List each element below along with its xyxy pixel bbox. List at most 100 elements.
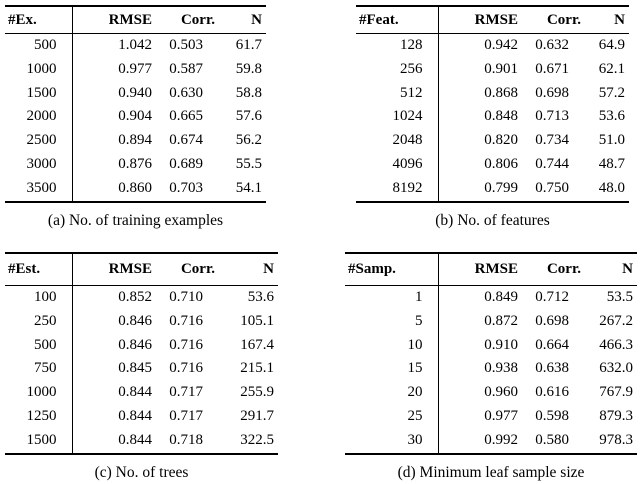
table-cell: 0.716	[169, 360, 203, 377]
table-row: 750 0.845 0.716 215.1	[5, 357, 278, 382]
table-row: 4096 0.806 0.744 48.7	[356, 152, 629, 177]
column-header: N	[215, 253, 278, 286]
column-header: #Feat.	[356, 6, 439, 34]
results-table-a: #Ex. RMSE Corr. N 500 1.042 0.503 61.7 1000 0.977…	[5, 5, 266, 203]
table-cell: 10	[345, 333, 439, 358]
table-cell: 879.3	[599, 407, 633, 424]
table-cell: 51.0	[598, 132, 625, 149]
table-caption-c: (c) No. of trees	[94, 463, 189, 481]
table-cell: 54.1	[235, 179, 262, 196]
table-cell: 0.799	[484, 179, 518, 196]
table-row: 20 0.960 0.616 767.9	[345, 381, 637, 405]
header-row: #Feat. RMSE Corr. N	[356, 6, 629, 34]
header-row: #Samp. RMSE Corr. N	[345, 253, 637, 286]
table-cell: 0.689	[169, 155, 203, 172]
table-cell: 105.1	[240, 312, 274, 329]
subtable-features: #Feat. RMSE Corr. N 128 0.942 0.632 64.9 256 0.90…	[356, 5, 629, 230]
column-header: N	[215, 6, 266, 34]
table-cell: 0.665	[169, 108, 203, 125]
table-cell: 0.580	[535, 431, 569, 448]
table-cell: 0.598	[535, 407, 569, 424]
subtable-leaf-sample-size: #Samp. RMSE Corr. N 1 0.849 0.712 53.5 5 0.872 0.6…	[345, 252, 637, 482]
table-cell: 3000	[5, 152, 73, 177]
table-cell: 512	[356, 81, 439, 106]
table-cell: 15	[345, 357, 439, 382]
table-cell: 0.717	[169, 384, 203, 401]
table-row: 1500 0.940 0.630 58.8	[5, 81, 266, 106]
column-header: N	[581, 253, 637, 286]
table-row: 1 0.849 0.712 53.5	[345, 285, 637, 310]
table-cell: 0.716	[169, 312, 203, 329]
table-cell: 55.5	[235, 155, 262, 172]
table-cell: 0.587	[169, 60, 203, 77]
table-cell: 57.6	[235, 108, 262, 125]
table-row: 3000 0.876 0.689 55.5	[5, 152, 266, 177]
table-cell: 0.848	[484, 108, 518, 125]
table-cell: 167.4	[240, 336, 274, 353]
results-table-d: #Samp. RMSE Corr. N 1 0.849 0.712 53.5 5 0.872 0.6…	[345, 252, 637, 455]
table-cell: 1024	[356, 105, 439, 130]
table-cell: 48.0	[598, 179, 625, 196]
table-cell: 0.844	[118, 384, 152, 401]
table-cell: 291.7	[240, 407, 274, 424]
table-cell: 1.042	[118, 37, 152, 53]
table-cell: 20	[345, 381, 439, 405]
column-header: N	[581, 6, 629, 34]
table-cell: 57.2	[598, 84, 625, 101]
table-row: 1000 0.977 0.587 59.8	[5, 57, 266, 82]
table-cell: 0.977	[484, 407, 518, 424]
table-row: 500 1.042 0.503 61.7	[5, 33, 266, 58]
column-header: #Est.	[5, 253, 73, 286]
table-cell: 500	[5, 33, 73, 58]
table-cell: 500	[5, 333, 73, 358]
table-cell: 0.630	[169, 84, 203, 101]
table-cell: 4096	[356, 152, 439, 177]
table-cell: 0.671	[535, 60, 569, 77]
table-cell: 0.872	[484, 312, 518, 329]
table-cell: 0.744	[535, 155, 569, 172]
table-cell: 58.8	[235, 84, 262, 101]
table-row: 512 0.868 0.698 57.2	[356, 81, 629, 106]
table-cell: 256	[356, 57, 439, 82]
table-row: 1250 0.844 0.717 291.7	[5, 404, 278, 429]
results-table-c: #Est. RMSE Corr. N 100 0.852 0.710 53.6 250 0.846…	[5, 252, 278, 455]
table-cell: 0.750	[535, 179, 569, 196]
table-cell: 3500	[5, 176, 73, 202]
table-cell: 8192	[356, 176, 439, 202]
table-cell: 0.904	[118, 108, 152, 125]
table-row: 256 0.901 0.671 62.1	[356, 57, 629, 82]
table-cell: 0.806	[484, 155, 518, 172]
table-cell: 0.712	[535, 289, 569, 305]
table-row: 1000 0.844 0.717 255.9	[5, 381, 278, 405]
table-cell: 0.632	[535, 37, 569, 53]
table-cell: 53.6	[247, 289, 274, 305]
table-cell: 2048	[356, 129, 439, 153]
table-cell: 5	[345, 309, 439, 334]
table-row: 5 0.872 0.698 267.2	[345, 309, 637, 334]
table-cell: 0.503	[169, 37, 203, 53]
table-cell: 0.703	[169, 179, 203, 196]
table-cell: 0.713	[535, 108, 569, 125]
table-cell: 0.616	[535, 384, 569, 401]
table-row: 8192 0.799 0.750 48.0	[356, 176, 629, 202]
table-cell: 0.852	[118, 289, 152, 305]
table-row: 128 0.942 0.632 64.9	[356, 33, 629, 58]
table-cell: 2500	[5, 129, 73, 153]
header-row: #Est. RMSE Corr. N	[5, 253, 278, 286]
table-cell: 0.876	[118, 155, 152, 172]
table-row: 3500 0.860 0.703 54.1	[5, 176, 266, 202]
table-cell: 0.820	[484, 132, 518, 149]
table-cell: 322.5	[240, 431, 274, 448]
table-cell: 267.2	[599, 312, 633, 329]
table-cell: 0.718	[169, 431, 203, 448]
table-cell: 53.6	[598, 108, 625, 125]
table-cell: 0.698	[535, 84, 569, 101]
table-cell: 0.844	[118, 407, 152, 424]
table-cell: 1000	[5, 381, 73, 405]
table-cell: 100	[5, 285, 73, 310]
table-row: 1500 0.844 0.718 322.5	[5, 428, 278, 454]
table-cell: 0.844	[118, 431, 152, 448]
table-row: 100 0.852 0.710 53.6	[5, 285, 278, 310]
table-cell: 0.716	[169, 336, 203, 353]
table-cell: 0.846	[118, 312, 152, 329]
